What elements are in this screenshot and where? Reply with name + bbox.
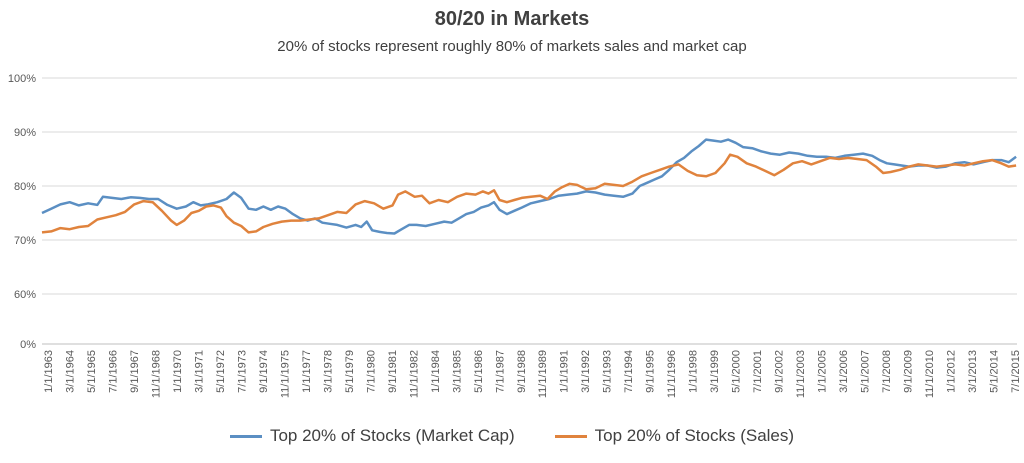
x-tick-label: 7/1/2015 <box>1010 350 1022 393</box>
x-tick-label: 1/1/1970 <box>172 350 184 393</box>
x-tick-label: 1/1/1977 <box>301 350 313 393</box>
x-tick-label: 5/1/2000 <box>731 350 743 393</box>
x-tick-label: 9/1/1974 <box>258 350 270 393</box>
x-tick-label: 5/1/1986 <box>473 350 485 393</box>
x-tick-label: 7/1/1966 <box>107 350 119 393</box>
x-tick-label: 9/1/1988 <box>516 350 528 393</box>
x-tick-label: 1/1/1984 <box>430 350 442 393</box>
x-tick-label: 9/1/1981 <box>387 350 399 393</box>
chart-legend: Top 20% of Stocks (Market Cap) Top 20% o… <box>0 426 1024 446</box>
series-line-market-cap <box>41 138 1017 235</box>
legend-label-market-cap: Top 20% of Stocks (Market Cap) <box>269 426 515 445</box>
x-tick-label: 9/1/1967 <box>129 350 141 393</box>
x-tick-label: 11/1/1996 <box>666 350 678 398</box>
legend-swatch-market-cap <box>229 434 262 438</box>
x-tick-label: 5/1/1993 <box>602 350 614 393</box>
x-tick-label: 3/1/1971 <box>193 350 205 393</box>
legend-item-market-cap: Top 20% of Stocks (Market Cap) <box>229 426 515 446</box>
x-tick-label: 11/1/1975 <box>279 350 291 398</box>
x-tick-label: 5/1/2007 <box>860 350 872 393</box>
x-tick-label: 11/1/2010 <box>924 350 936 398</box>
legend-label-sales: Top 20% of Stocks (Sales) <box>594 426 795 445</box>
legend-swatch-sales <box>554 434 587 438</box>
x-tick-label: 3/1/1978 <box>322 350 334 393</box>
y-tick-label: 0% <box>20 339 36 351</box>
x-tick-label: 7/1/1973 <box>236 350 248 393</box>
chart-title: 80/20 in Markets <box>434 8 590 30</box>
x-tick-label: 11/1/1989 <box>537 350 549 398</box>
x-tick-label: 7/1/1987 <box>494 350 506 393</box>
x-tick-label: 7/1/1980 <box>365 350 377 393</box>
x-tick-label: 5/1/1972 <box>215 350 227 393</box>
x-tick-label: 5/1/2014 <box>989 350 1001 393</box>
x-tick-label: 1/1/1991 <box>559 350 571 393</box>
x-tick-label: 7/1/2001 <box>752 350 764 393</box>
chart-subtitle: 20% of stocks represent roughly 80% of m… <box>277 38 747 55</box>
y-tick-label: 80% <box>14 181 36 193</box>
x-tick-label: 1/1/2005 <box>817 350 829 393</box>
x-tick-label: 3/1/2006 <box>838 350 850 393</box>
series-line-sales <box>41 153 1017 234</box>
x-tick-label: 3/1/2013 <box>967 350 979 393</box>
x-tick-label: 3/1/1964 <box>64 350 76 393</box>
y-tick-label: 70% <box>14 235 36 247</box>
x-tick-label: 9/1/1995 <box>645 350 657 393</box>
x-tick-label: 11/1/1968 <box>150 350 162 398</box>
x-tick-label: 9/1/2002 <box>774 350 786 393</box>
x-tick-label: 11/1/1982 <box>408 350 420 398</box>
x-tick-label: 5/1/1979 <box>344 350 356 393</box>
x-tick-label: 9/1/2009 <box>903 350 915 393</box>
x-tick-label: 11/1/2003 <box>795 350 807 398</box>
x-tick-label: 3/1/1992 <box>580 350 592 393</box>
y-tick-label: 90% <box>14 127 36 139</box>
x-tick-label: 1/1/1963 <box>43 350 55 393</box>
y-tick-label: 60% <box>14 289 36 301</box>
x-tick-label: 7/1/1994 <box>623 350 635 393</box>
x-tick-label: 3/1/1999 <box>709 350 721 393</box>
legend-item-sales: Top 20% of Stocks (Sales) <box>554 426 795 446</box>
x-tick-label: 1/1/1998 <box>688 350 700 393</box>
x-tick-label: 1/1/2012 <box>946 350 958 393</box>
x-tick-label: 7/1/2008 <box>881 350 893 393</box>
y-tick-label: 100% <box>8 73 36 85</box>
x-tick-label: 3/1/1985 <box>451 350 463 393</box>
x-tick-label: 5/1/1965 <box>86 350 98 393</box>
